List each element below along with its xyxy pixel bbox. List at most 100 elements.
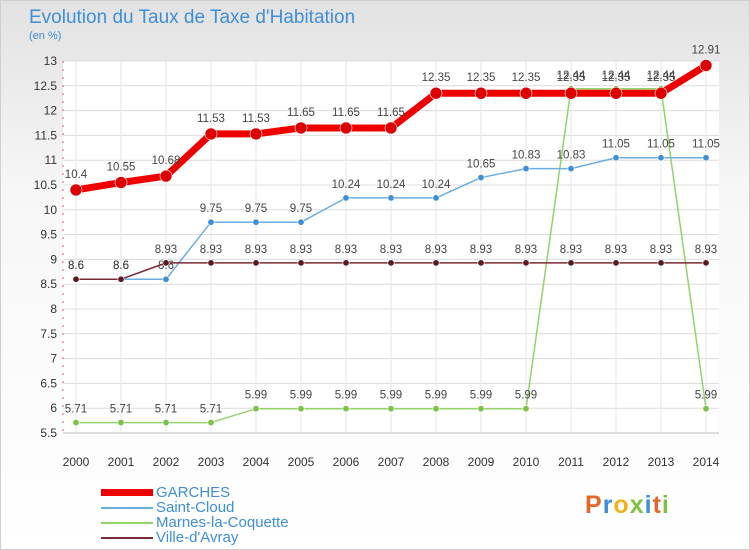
data-point-ville-d-avray [612,259,620,267]
data-point-garches [339,121,353,135]
data-label-ville-d-avray: 8.93 [155,244,177,256]
data-label-ville-d-avray: 8.6 [113,260,129,272]
data-label-marnes-la-coquette: 5.99 [695,390,717,402]
data-label-marnes-la-coquette: 5.99 [245,390,267,402]
data-label-marnes-la-coquette: 12.44 [557,70,586,82]
x-tick-label: 2000 [63,455,90,469]
data-point-saint-cloud [477,174,485,182]
data-label-garches: 12.35 [602,72,631,84]
data-label-garches: 11.65 [287,107,315,119]
legend-label-ville-d-avray: Ville-d'Avray [156,529,239,546]
data-point-garches [114,176,128,189]
data-label-garches: 10.4 [65,169,88,181]
data-label-garches: 12.35 [422,72,451,84]
data-point-garches [159,169,173,183]
data-point-garches [294,121,308,135]
data-label-ville-d-avray: 8.93 [380,244,402,256]
data-point-saint-cloud [432,194,440,202]
data-point-saint-cloud [657,154,665,162]
y-tick-label: 10 [44,203,58,217]
data-point-marnes-la-coquette [702,405,710,413]
data-label-marnes-la-coquette: 5.71 [110,404,132,416]
data-point-marnes-la-coquette [432,405,440,413]
data-point-saint-cloud [162,275,170,283]
data-label-saint-cloud: 10.83 [557,150,586,162]
data-point-ville-d-avray [477,259,485,267]
data-point-ville-d-avray [72,275,80,283]
x-tick-label: 2002 [153,455,180,469]
data-label-marnes-la-coquette: 5.99 [470,390,492,402]
logo-letter: i [661,491,670,519]
y-tick-label: 7 [50,352,57,366]
x-tick-label: 2010 [513,455,540,469]
x-tick-label: 2001 [108,455,135,469]
y-tick-label: 12 [44,104,58,118]
data-label-ville-d-avray: 8.93 [695,244,717,256]
data-point-garches [519,86,533,100]
legend-swatch-ville-d-avray [101,537,153,539]
data-label-marnes-la-coquette: 5.99 [425,390,447,402]
chart-title: Evolution du Taux de Taxe d'Habitation [29,7,356,28]
data-point-garches [384,121,398,135]
x-tick-label: 2014 [693,455,720,469]
logo-letter: P [585,491,603,519]
data-label-marnes-la-coquette: 5.99 [335,390,357,402]
data-point-marnes-la-coquette [342,405,350,413]
data-label-garches: 11.65 [377,107,405,119]
data-label-marnes-la-coquette: 5.99 [380,390,402,402]
data-label-saint-cloud: 11.05 [647,139,675,151]
data-point-ville-d-avray [342,259,350,267]
data-label-garches: 11.53 [197,113,225,125]
y-tick-label: 8 [50,302,57,316]
legend-swatch-saint-cloud [101,507,153,509]
data-label-saint-cloud: 8.6 [113,260,129,272]
data-point-marnes-la-coquette [297,405,305,413]
x-tick-label: 2006 [333,455,360,469]
data-label-garches: 12.35 [467,72,496,84]
data-label-garches: 11.65 [332,107,360,119]
data-point-saint-cloud [297,218,305,226]
data-point-ville-d-avray [657,259,665,267]
data-label-garches: 12.35 [557,72,586,84]
x-tick-label: 2009 [468,455,495,469]
data-point-ville-d-avray [252,259,260,267]
legend-label-garches: GARCHES [156,484,231,501]
data-label-saint-cloud: 9.75 [290,203,312,215]
data-point-marnes-la-coquette [207,419,215,427]
data-point-ville-d-avray [432,259,440,267]
data-point-saint-cloud [207,218,215,226]
data-label-ville-d-avray: 8.93 [470,244,492,256]
data-point-marnes-la-coquette [72,419,80,427]
data-point-saint-cloud [522,165,530,173]
data-point-ville-d-avray [702,259,710,267]
data-point-garches [429,86,443,100]
x-tick-label: 2012 [603,455,630,469]
logo-letter: o [613,491,630,519]
logo-letter: r [602,491,614,519]
data-label-saint-cloud: 11.05 [692,139,720,151]
legend-swatch-garches [101,489,153,496]
y-tick-label: 9.5 [40,228,57,242]
logo-letter: x [629,491,645,519]
legend-label-saint-cloud: Saint-Cloud [156,499,235,516]
y-tick-label: 11 [45,153,58,167]
data-point-saint-cloud [567,165,575,173]
data-point-garches [249,127,263,141]
data-label-ville-d-avray: 8.93 [650,244,672,256]
data-point-ville-d-avray [522,259,530,267]
data-label-saint-cloud: 10.65 [467,159,496,171]
data-point-saint-cloud [387,194,395,202]
data-point-garches [654,86,668,100]
data-label-garches: 12.35 [512,72,541,84]
data-label-ville-d-avray: 8.93 [200,244,222,256]
data-label-marnes-la-coquette: 12.44 [647,70,676,82]
data-label-ville-d-avray: 8.93 [290,244,312,256]
x-tick-label: 2005 [288,455,315,469]
data-label-ville-d-avray: 8.93 [425,244,447,256]
data-point-garches [699,59,713,72]
data-label-ville-d-avray: 8.93 [335,244,357,256]
y-tick-label: 11.5 [35,128,58,142]
data-point-saint-cloud [252,218,260,226]
